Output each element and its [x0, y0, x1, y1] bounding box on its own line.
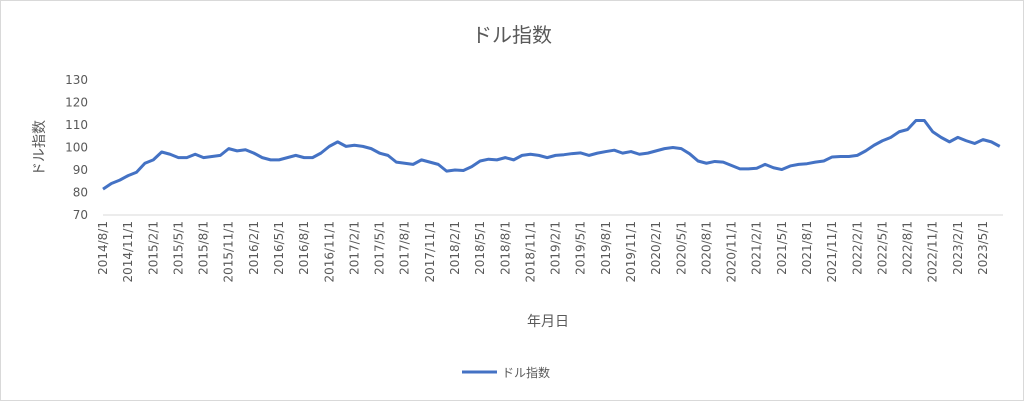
data-line [102, 119, 1001, 191]
x-tick-label: 2017/2/1 [347, 221, 361, 275]
y-tick-label: 130 [65, 73, 88, 87]
y-axis-title: ドル指数 [32, 120, 48, 176]
x-tick-label: 2019/5/1 [574, 221, 588, 275]
x-axis-title: 年月日 [527, 314, 569, 330]
x-tick-label: 2018/11/1 [523, 221, 537, 283]
x-tick-label: 2019/11/1 [624, 221, 638, 283]
x-tick-label: 2018/8/1 [498, 221, 512, 275]
legend-label: ドル指数 [502, 365, 550, 380]
chart-title: ドル指数 [472, 23, 552, 47]
y-tick-label: 100 [65, 141, 88, 155]
x-tick-label: 2016/8/1 [297, 221, 311, 275]
y-tick-label: 90 [73, 163, 88, 177]
y-tick-label: 80 [73, 186, 88, 200]
x-tick-label: 2019/2/1 [549, 221, 563, 275]
x-tick-label: 2022/11/1 [926, 221, 940, 283]
x-tick-label: 2021/5/1 [775, 221, 789, 275]
x-tick-label: 2022/2/1 [850, 221, 864, 275]
x-tick-label: 2015/11/1 [222, 221, 236, 283]
x-tick-label: 2015/2/1 [146, 221, 160, 275]
x-tick-label: 2020/2/1 [649, 221, 663, 275]
x-tick-label: 2014/8/1 [96, 221, 110, 275]
x-tick-label: 2016/11/1 [322, 221, 336, 283]
x-tick-label: 2018/2/1 [448, 221, 462, 275]
x-tick-label: 2018/5/1 [473, 221, 487, 275]
x-tick-label: 2022/8/1 [901, 221, 915, 275]
x-tick-label: 2016/2/1 [247, 221, 261, 275]
y-tick-label: 110 [65, 118, 88, 132]
x-tick-label: 2017/11/1 [423, 221, 437, 283]
x-tick-label: 2015/8/1 [197, 221, 211, 275]
x-tick-label: 2014/11/1 [121, 221, 135, 283]
x-tick-label: 2017/8/1 [398, 221, 412, 275]
x-tick-label: 2021/11/1 [825, 221, 839, 283]
y-tick-label: 120 [65, 96, 88, 110]
x-tick-label: 2019/8/1 [599, 221, 613, 275]
x-tick-label: 2020/8/1 [699, 221, 713, 275]
x-tick-label: 2017/5/1 [373, 221, 387, 275]
x-tick-label: 2021/2/1 [750, 221, 764, 275]
x-tick-label: 2021/8/1 [800, 221, 814, 275]
x-tick-label: 2016/5/1 [272, 221, 286, 275]
x-tick-label: 2023/5/1 [976, 221, 990, 275]
x-tick-label: 2023/2/1 [951, 221, 965, 275]
x-tick-label: 2020/11/1 [725, 221, 739, 283]
y-tick-label: 70 [73, 208, 88, 222]
x-tick-label: 2015/5/1 [171, 221, 185, 275]
x-tick-label: 2022/5/1 [875, 221, 889, 275]
x-tick-label: 2020/5/1 [674, 221, 688, 275]
